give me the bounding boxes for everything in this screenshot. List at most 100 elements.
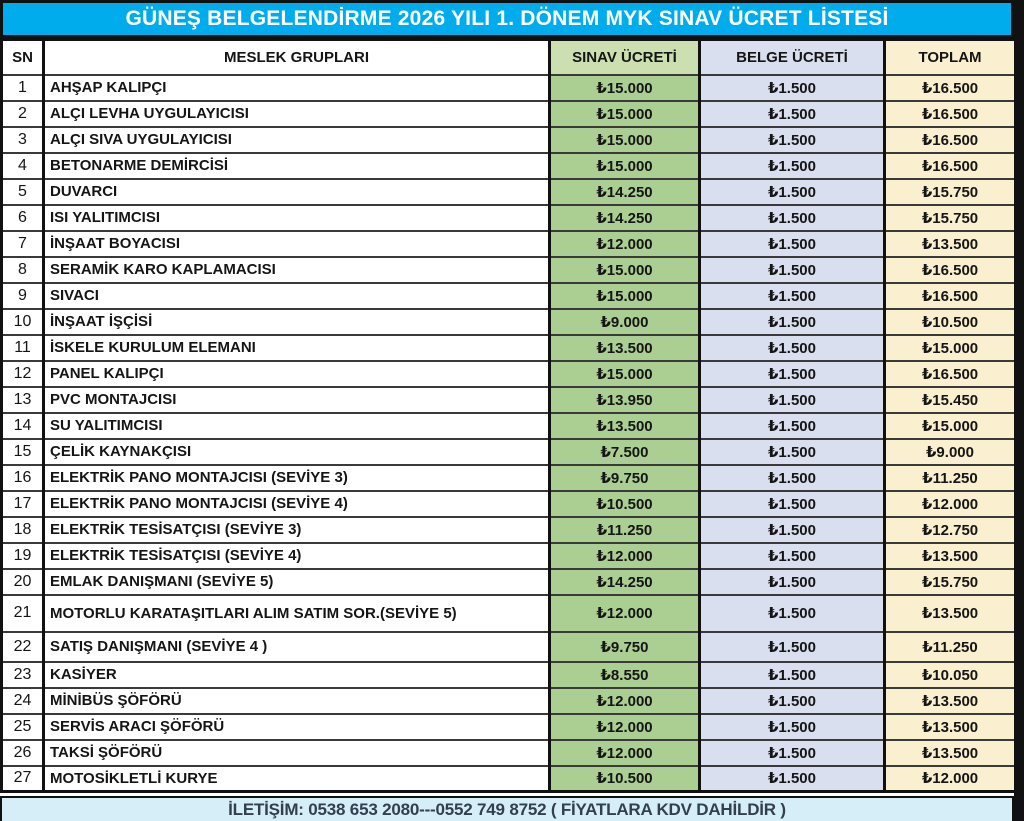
- exam-fee-cell: ₺15.000: [548, 255, 701, 284]
- certificate-fee-cell: ₺1.500: [698, 255, 886, 284]
- total-cell: ₺16.500: [883, 281, 1017, 310]
- exam-fee-cell: ₺15.000: [548, 125, 701, 154]
- exam-fee-cell: ₺8.550: [548, 660, 701, 689]
- exam-fee-cell: ₺12.000: [548, 712, 701, 741]
- exam-fee-cell: ₺10.500: [548, 764, 701, 793]
- table-row: 11 İSKELE KURULUM ELEMANI ₺13.500 ₺1.500 ₺15…: [0, 333, 1017, 362]
- sn-cell: 23: [0, 660, 45, 689]
- exam-fee-cell: ₺14.250: [548, 177, 701, 206]
- occupation-cell: İSKELE KURULUM ELEMANI: [42, 333, 551, 362]
- occupation-cell: DUVARCI: [42, 177, 551, 206]
- certificate-fee-cell: ₺1.500: [698, 541, 886, 570]
- table-row: 25 SERVİS ARACI ŞÖFÖRÜ ₺12.000 ₺1.500 ₺13.50…: [0, 712, 1017, 741]
- table-row: 5 DUVARCI ₺14.250 ₺1.500 ₺15.750: [0, 177, 1017, 206]
- table-row: 6 ISI YALITIMCISI ₺14.250 ₺1.500 ₺15.750: [0, 203, 1017, 232]
- sn-cell: 5: [0, 177, 45, 206]
- sn-cell: 22: [0, 630, 45, 663]
- certificate-fee-cell: ₺1.500: [698, 463, 886, 492]
- occupation-cell: PVC MONTAJCISI: [42, 385, 551, 414]
- certificate-fee-cell: ₺1.500: [698, 489, 886, 518]
- exam-fee-cell: ₺14.250: [548, 203, 701, 232]
- certificate-fee-cell: ₺1.500: [698, 515, 886, 544]
- occupation-cell: SATIŞ DANIŞMANI (SEVİYE 4 ): [42, 630, 551, 663]
- sn-cell: 21: [0, 593, 45, 633]
- header-row: SN MESLEK GRUPLARI SINAV ÜCRETİ BELGE ÜCRET…: [0, 38, 1017, 76]
- table-row: 8 SERAMİK KARO KAPLAMACISI ₺15.000 ₺1.500 ₺1…: [0, 255, 1017, 284]
- exam-fee-cell: ₺10.500: [548, 489, 701, 518]
- certificate-fee-cell: ₺1.500: [698, 712, 886, 741]
- table-row: 23 KASİYER ₺8.550 ₺1.500 ₺10.050: [0, 660, 1017, 689]
- certificate-fee-cell: ₺1.500: [698, 385, 886, 414]
- table-row: 20 EMLAK DANIŞMANI (SEVİYE 5) ₺14.250 ₺1.50…: [0, 567, 1017, 596]
- certificate-fee-cell: ₺1.500: [698, 307, 886, 336]
- total-cell: ₺16.500: [883, 73, 1017, 102]
- exam-fee-cell: ₺13.500: [548, 411, 701, 440]
- sn-cell: 26: [0, 738, 45, 767]
- total-cell: ₺16.500: [883, 359, 1017, 388]
- sn-cell: 19: [0, 541, 45, 570]
- table-row: 9 SIVACI ₺15.000 ₺1.500 ₺16.500: [0, 281, 1017, 310]
- sn-cell: 10: [0, 307, 45, 336]
- header-certificate-fee: BELGE ÜCRETİ: [698, 38, 886, 76]
- sn-cell: 25: [0, 712, 45, 741]
- sn-cell: 2: [0, 99, 45, 128]
- sn-cell: 9: [0, 281, 45, 310]
- sn-cell: 18: [0, 515, 45, 544]
- occupation-cell: KASİYER: [42, 660, 551, 689]
- exam-fee-cell: ₺7.500: [548, 437, 701, 466]
- sn-cell: 6: [0, 203, 45, 232]
- certificate-fee-cell: ₺1.500: [698, 411, 886, 440]
- exam-fee-cell: ₺15.000: [548, 151, 701, 180]
- table-row: 2 ALÇI LEVHA UYGULAYICISI ₺15.000 ₺1.500 ₺16…: [0, 99, 1017, 128]
- occupation-cell: AHŞAP KALIPÇI: [42, 73, 551, 102]
- total-cell: ₺13.500: [883, 541, 1017, 570]
- certificate-fee-cell: ₺1.500: [698, 99, 886, 128]
- total-cell: ₺16.500: [883, 151, 1017, 180]
- occupation-cell: ALÇI SIVA UYGULAYICISI: [42, 125, 551, 154]
- occupation-cell: SIVACI: [42, 281, 551, 310]
- header-sn: SN: [0, 38, 45, 76]
- table-row: 24 MİNİBÜS ŞÖFÖRÜ ₺12.000 ₺1.500 ₺13.500: [0, 686, 1017, 715]
- sn-cell: 13: [0, 385, 45, 414]
- certificate-fee-cell: ₺1.500: [698, 630, 886, 663]
- table-row: 17 ELEKTRİK PANO MONTAJCISI (SEVİYE 4) ₺10…: [0, 489, 1017, 518]
- certificate-fee-cell: ₺1.500: [698, 660, 886, 689]
- sn-cell: 16: [0, 463, 45, 492]
- occupation-cell: PANEL KALIPÇI: [42, 359, 551, 388]
- exam-fee-cell: ₺13.950: [548, 385, 701, 414]
- table-row: 1 AHŞAP KALIPÇI ₺15.000 ₺1.500 ₺16.500: [0, 73, 1017, 102]
- certificate-fee-cell: ₺1.500: [698, 203, 886, 232]
- table-row: 26 TAKSİ ŞÖFÖRÜ ₺12.000 ₺1.500 ₺13.500: [0, 738, 1017, 767]
- sn-cell: 1: [0, 73, 45, 102]
- occupation-cell: MİNİBÜS ŞÖFÖRÜ: [42, 686, 551, 715]
- certificate-fee-cell: ₺1.500: [698, 686, 886, 715]
- footer-bar: İLETİŞİM: 0538 653 2080---0552 749 8752 …: [0, 796, 1014, 821]
- certificate-fee-cell: ₺1.500: [698, 177, 886, 206]
- occupation-cell: MOTORLU KARATAŞITLARI ALIM SATIM SOR.(SE…: [42, 593, 551, 633]
- occupation-cell: ELEKTRİK PANO MONTAJCISI (SEVİYE 3): [42, 463, 551, 492]
- total-cell: ₺11.250: [883, 630, 1017, 663]
- total-cell: ₺13.500: [883, 712, 1017, 741]
- table-row: 4 BETONARME DEMİRCİSİ ₺15.000 ₺1.500 ₺16.500: [0, 151, 1017, 180]
- certificate-fee-cell: ₺1.500: [698, 73, 886, 102]
- exam-fee-cell: ₺14.250: [548, 567, 701, 596]
- total-cell: ₺15.000: [883, 411, 1017, 440]
- table-row: 3 ALÇI SIVA UYGULAYICISI ₺15.000 ₺1.500 ₺16.…: [0, 125, 1017, 154]
- exam-fee-cell: ₺15.000: [548, 281, 701, 310]
- total-cell: ₺15.450: [883, 385, 1017, 414]
- exam-fee-cell: ₺12.000: [548, 541, 701, 570]
- occupation-cell: ELEKTRİK TESİSATÇISI (SEVİYE 3): [42, 515, 551, 544]
- occupation-cell: SERVİS ARACI ŞÖFÖRÜ: [42, 712, 551, 741]
- sn-cell: 7: [0, 229, 45, 258]
- occupation-cell: EMLAK DANIŞMANI (SEVİYE 5): [42, 567, 551, 596]
- exam-fee-cell: ₺12.000: [548, 593, 701, 633]
- occupation-cell: ELEKTRİK PANO MONTAJCISI (SEVİYE 4): [42, 489, 551, 518]
- table-row: 13 PVC MONTAJCISI ₺13.950 ₺1.500 ₺15.450: [0, 385, 1017, 414]
- occupation-cell: MOTOSİKLETLİ KURYE: [42, 764, 551, 793]
- exam-fee-cell: ₺15.000: [548, 359, 701, 388]
- total-cell: ₺13.500: [883, 738, 1017, 767]
- exam-fee-cell: ₺12.000: [548, 738, 701, 767]
- certificate-fee-cell: ₺1.500: [698, 281, 886, 310]
- fee-table-header: SN MESLEK GRUPLARI SINAV ÜCRETİ BELGE ÜCRET…: [0, 38, 1017, 76]
